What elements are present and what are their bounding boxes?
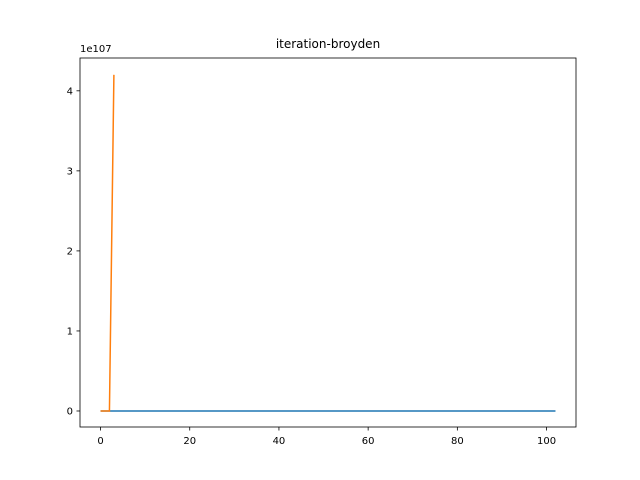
y-tick-label: 4	[67, 86, 73, 97]
x-tick-label: 60	[362, 436, 375, 447]
ticks-layer: 0 20 40 60 80 100 0 1 2 3 4	[67, 86, 556, 447]
y-tick-label: 2	[67, 246, 73, 257]
y-tick-label: 0	[67, 406, 73, 417]
y-offset-label: 1e107	[80, 44, 112, 55]
x-tick-label: 80	[451, 436, 464, 447]
chart-title: iteration-broyden	[276, 37, 380, 51]
y-tick-label: 1	[67, 326, 73, 337]
series-line-2	[100, 74, 115, 412]
series-layer	[100, 74, 556, 412]
x-tick-label: 40	[273, 436, 286, 447]
y-tick-label: 3	[67, 166, 73, 177]
x-tick-label: 20	[183, 436, 196, 447]
plot-area-frame	[79, 57, 577, 428]
x-tick-label: 0	[97, 436, 103, 447]
x-tick-label: 100	[537, 436, 556, 447]
